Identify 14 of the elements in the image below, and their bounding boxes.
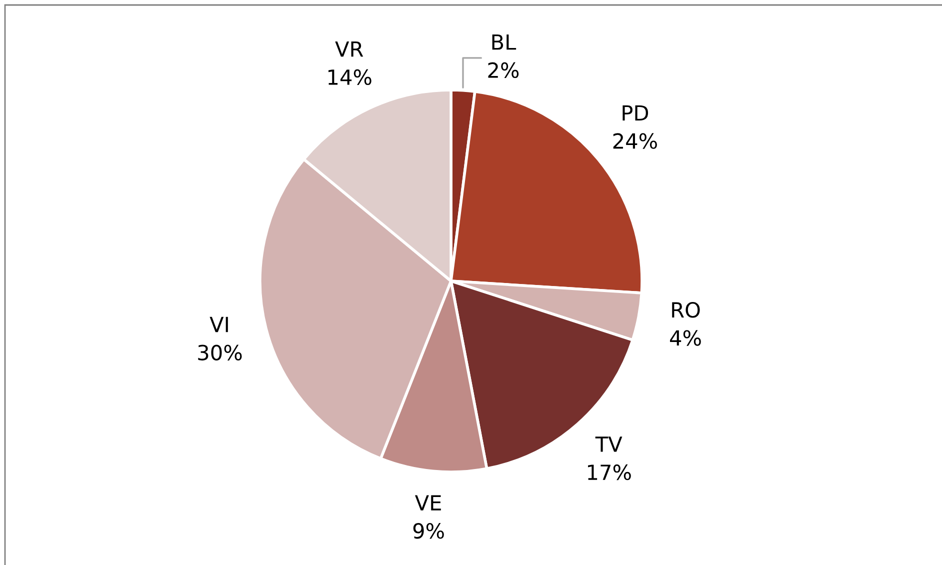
data-label: 17% bbox=[588, 464, 631, 480]
slice-label: VR bbox=[335, 41, 364, 57]
slice-label: BL bbox=[492, 34, 516, 50]
slice-label: VE bbox=[414, 495, 441, 510]
data-label: 2% bbox=[488, 62, 519, 78]
data-label: 9% bbox=[413, 523, 444, 539]
slice-label: VI bbox=[210, 316, 228, 332]
data-label: 24% bbox=[613, 133, 657, 149]
slice-label: TV bbox=[595, 436, 622, 452]
data-label: 4% bbox=[670, 330, 701, 346]
data-label: 14% bbox=[328, 69, 372, 86]
data-label: 30% bbox=[198, 344, 242, 360]
slice-label: PD bbox=[622, 105, 648, 121]
slice-label: RO bbox=[672, 302, 700, 318]
